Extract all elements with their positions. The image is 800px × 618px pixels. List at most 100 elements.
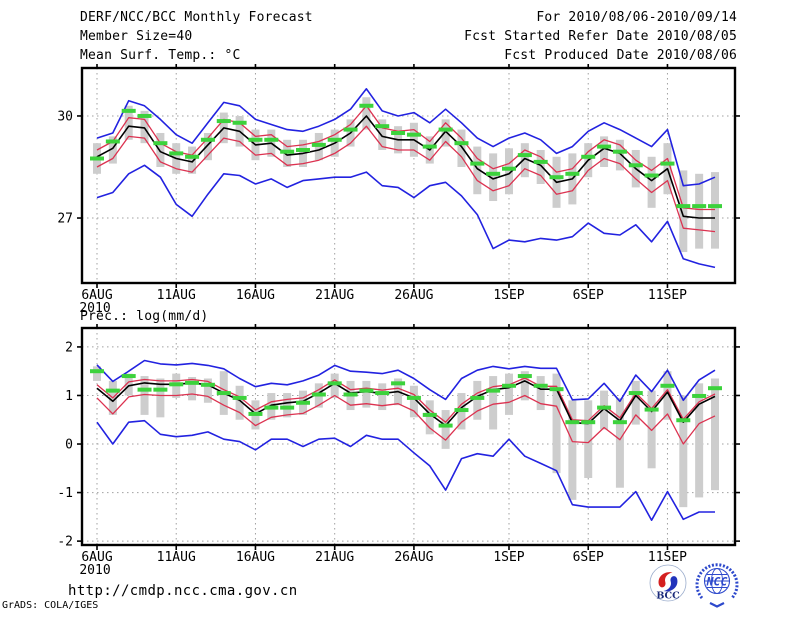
bcc-logo: BCC — [645, 563, 691, 609]
y-tick-label: -2 — [57, 535, 73, 550]
member-spread-bar — [441, 410, 450, 449]
x-tick-label: 6SEP — [573, 288, 604, 303]
member-spread-bar — [156, 132, 165, 167]
x-tick-label: 6AUG — [81, 550, 112, 565]
member-spread-bar — [409, 385, 418, 418]
forecast-range-label: For 2010/08/06-2010/09/14 — [536, 10, 737, 25]
member-spread-bar — [124, 105, 133, 140]
ncc-logo-ribbon — [709, 602, 725, 608]
member-spread-bar — [504, 148, 513, 195]
member-spread-bar — [473, 146, 482, 195]
y-tick-label: 27 — [57, 212, 73, 227]
member-spread-bar — [568, 400, 577, 500]
member-spread-bar — [615, 139, 624, 171]
bcc-logo-text: BCC — [656, 591, 680, 602]
member-spread-bar — [679, 170, 688, 253]
ncc-logo-parallels — [704, 574, 730, 588]
plot-frame — [80, 66, 737, 285]
member-spread-bar — [504, 373, 513, 415]
member-spread-bar — [695, 383, 704, 498]
x-tick-label: 16AUG — [236, 288, 275, 303]
plot-frame — [80, 326, 737, 547]
member-spread-bar — [695, 173, 704, 249]
x-tick-label: 11AUG — [157, 288, 196, 303]
member-spread-bar — [489, 376, 498, 430]
member-spread-bar — [362, 380, 371, 408]
x-tick-label: 11SEP — [648, 550, 687, 565]
member-spread-bar — [647, 156, 656, 208]
x-tick-label: 11AUG — [157, 550, 196, 565]
member-spread-bar — [203, 378, 212, 403]
member-spread-bar — [283, 393, 292, 418]
x-tick-label: 11SEP — [648, 288, 687, 303]
member-spread-bar — [108, 136, 117, 164]
y-tick-label: 30 — [57, 109, 73, 124]
member-spread-bar — [710, 378, 719, 491]
ensemble-mean-line — [96, 380, 716, 427]
member-spread-bar — [631, 380, 640, 425]
member-spread-bar — [600, 136, 609, 167]
bcc-logo-ring — [649, 564, 687, 602]
member-spread-bar — [235, 385, 244, 420]
ensemble-min-line — [96, 419, 715, 522]
x-tick-label: 26AUG — [394, 288, 433, 303]
member-spread-bar — [663, 371, 672, 420]
member-spread-bar — [520, 143, 529, 178]
x-tick-label: 21AUG — [315, 550, 354, 565]
member-spread-bar — [362, 97, 371, 130]
member-spread-bar — [203, 132, 212, 161]
ensemble-max-line — [96, 359, 716, 403]
mean-plus-spread-line — [96, 105, 715, 211]
x-tick-label: 1SEP — [493, 550, 524, 565]
member-spread-bar — [679, 395, 688, 508]
plot-title: DERF/NCC/BCC Monthly Forecast — [80, 10, 313, 25]
x-tick-label: 6SEP — [573, 550, 604, 565]
member-spread-bar — [124, 373, 133, 396]
x-tick-label: 26AUG — [394, 550, 433, 565]
ncc-logo: NCC — [691, 559, 743, 613]
member-spread-bar — [457, 129, 466, 167]
precip-chart-title: Prec.: log(mm/d) — [80, 309, 209, 324]
mean-plus-spread-line — [96, 377, 716, 423]
x-tick-label: 16AUG — [236, 550, 275, 565]
ncc-logo-wreath — [695, 563, 739, 599]
member-spread-bar — [536, 376, 545, 411]
x-tick-label: 6AUG — [81, 288, 112, 303]
member-spread-bar — [489, 153, 498, 202]
grads-credit: GrADS: COLA/IGES — [2, 600, 99, 611]
member-spread-bar — [441, 119, 450, 147]
member-spread-bar — [536, 149, 545, 185]
member-spread-bar — [378, 119, 387, 150]
y-tick-label: 1 — [65, 389, 73, 404]
member-spread-bar — [473, 380, 482, 420]
ensemble-max-line — [96, 88, 716, 187]
member-spread-bar — [615, 397, 624, 488]
x-tick-label: 1SEP — [493, 288, 524, 303]
y-tick-label: 2 — [65, 340, 73, 355]
member-spread-bar — [378, 383, 387, 411]
member-spread-bar — [188, 146, 197, 174]
member-spread-bar — [552, 373, 561, 474]
member-spread-bar — [520, 371, 529, 401]
temp-chart-title: Mean Surf. Temp.: °C — [80, 48, 241, 63]
mean-minus-spread-line — [96, 393, 716, 445]
y-tick-label: 0 — [65, 438, 73, 453]
fcst-produced-label: Fcst Produced Date 2010/08/06 — [504, 48, 737, 63]
ensemble-min-line — [96, 164, 716, 269]
temperature-chart: 27 30 6AUG 11AUG 16AUG 21AUG 26AUG 1SEP 6SEP 11SE… — [57, 64, 740, 316]
member-spread-bar — [93, 366, 101, 381]
bcc-logo-red-swirl — [658, 572, 673, 588]
bcc-logo-blue-swirl — [663, 576, 678, 592]
member-spread-bar — [425, 400, 434, 435]
member-spread-bar — [710, 172, 719, 249]
member-spread-bar — [188, 377, 197, 401]
mean-minus-spread-line — [96, 125, 716, 233]
member-spread-bar — [330, 373, 339, 398]
x-axis-year-label: 2010 — [79, 563, 110, 578]
fcst-started-label: Fcst Started Refer Date 2010/08/05 — [464, 29, 737, 44]
member-spread-bar — [584, 400, 593, 479]
member-spread-bar — [156, 378, 165, 418]
